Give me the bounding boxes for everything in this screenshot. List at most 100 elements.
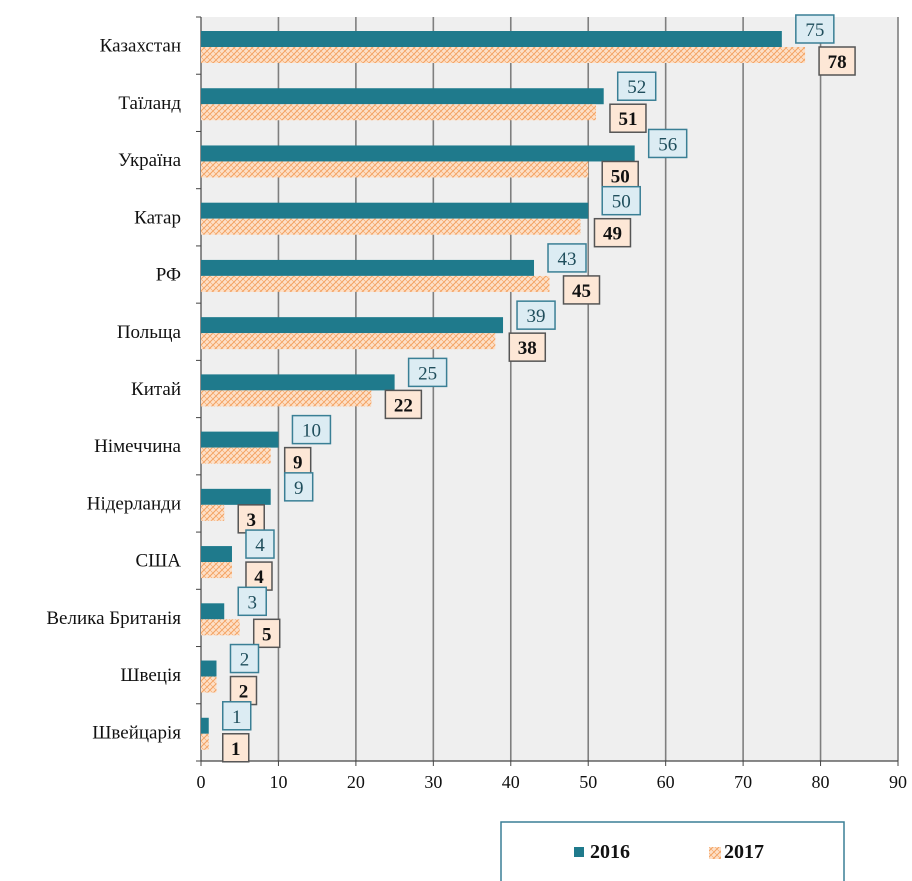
x-tick-label: 0 [197, 772, 206, 792]
data-label-2016-text: 9 [294, 478, 304, 499]
x-tick-label: 10 [269, 772, 287, 792]
category-label: Таїланд [118, 93, 181, 114]
bar-2016 [201, 374, 395, 391]
data-label-2017-text: 38 [518, 338, 537, 359]
data-label-2016-text: 3 [247, 592, 257, 613]
data-label-2016: 56 [647, 128, 688, 159]
bar-2017 [201, 333, 496, 350]
data-label-2017: 49 [593, 217, 632, 248]
x-tick-label: 40 [502, 772, 520, 792]
bar-2016 [201, 717, 209, 734]
data-label-2017: 78 [818, 46, 856, 76]
bar-2017 [201, 390, 372, 407]
data-label-2017: 22 [384, 389, 423, 420]
data-label-2016: 2 [229, 643, 260, 674]
bar-2017 [201, 619, 240, 636]
x-tick-label: 30 [424, 772, 442, 792]
data-label-2017: 9 [283, 446, 312, 477]
data-label-2017-text: 22 [394, 395, 413, 416]
data-label-2016: 1 [221, 701, 252, 731]
category-label: Швейцарія [92, 722, 181, 743]
bar-2016 [201, 488, 271, 505]
x-tick-label: 90 [889, 772, 907, 792]
data-label-2016-text: 39 [527, 306, 546, 327]
data-label-2016: 43 [547, 243, 587, 273]
category-label: Нідерланди [87, 493, 181, 514]
bar-2017 [201, 161, 589, 178]
bar-2016 [201, 660, 217, 677]
bar-2016 [201, 259, 535, 276]
data-label-2017-text: 1 [231, 739, 241, 760]
bar-2016 [201, 317, 504, 334]
category-label: Китай [131, 379, 181, 400]
bar-2017 [201, 562, 232, 579]
data-label-2017: 51 [609, 103, 647, 133]
x-tick-label: 70 [734, 772, 752, 792]
data-label-2017-text: 5 [262, 624, 272, 645]
data-label-2016-text: 56 [658, 134, 677, 155]
bar-2017 [201, 733, 209, 750]
data-label-2016: 50 [601, 185, 641, 216]
data-label-2017: 50 [601, 160, 639, 191]
data-label-2016-text: 10 [302, 421, 321, 442]
bar-2016 [201, 202, 589, 219]
data-label-2017: 45 [562, 275, 601, 305]
bar-2017 [201, 47, 806, 63]
category-label: Україна [118, 150, 181, 171]
bar-2016 [201, 603, 225, 620]
data-label-2017-text: 49 [603, 224, 622, 245]
data-label-2017-text: 78 [828, 52, 847, 73]
legend-label-2017: 2017 [724, 841, 764, 863]
data-label-2016-text: 52 [627, 77, 646, 98]
x-tick-label: 50 [579, 772, 597, 792]
data-label-2017: 38 [508, 332, 547, 362]
data-label-2016: 10 [291, 414, 332, 445]
data-label-2017: 2 [229, 675, 258, 706]
bar-2017 [201, 504, 225, 521]
data-label-2016: 52 [616, 71, 657, 101]
data-label-2016-text: 50 [612, 192, 631, 213]
category-label: Велика Британія [46, 608, 181, 629]
bar-2017 [201, 275, 550, 292]
data-label-2016-text: 75 [805, 20, 824, 41]
data-label-2017-text: 4 [254, 567, 264, 588]
data-label-2017-text: 45 [572, 281, 591, 302]
data-label-2016: 39 [516, 300, 556, 330]
data-label-2016: 25 [407, 357, 448, 388]
category-label: РФ [156, 265, 181, 286]
legend-swatch-2017 [709, 847, 721, 859]
data-label-2016-text: 1 [232, 707, 242, 728]
legend-swatch-2016 [574, 847, 584, 857]
legend-label-2016: 2016 [590, 841, 630, 863]
category-label: США [135, 551, 181, 572]
bar-2016 [201, 546, 232, 563]
data-label-2017-text: 9 [293, 453, 303, 474]
bar-2016 [201, 31, 782, 47]
bar-2017 [201, 104, 596, 121]
data-label-2017-text: 3 [246, 510, 256, 531]
data-label-2016: 75 [795, 14, 835, 44]
data-label-2016-text: 2 [240, 650, 250, 671]
bar-2016 [201, 145, 635, 162]
category-label: Катар [134, 207, 181, 228]
data-label-2017-text: 50 [611, 166, 630, 187]
x-tick-label: 60 [657, 772, 675, 792]
data-label-2017: 1 [221, 733, 250, 763]
data-label-2017-text: 2 [239, 682, 249, 703]
data-label-2016-text: 25 [418, 363, 437, 384]
category-label: Польща [117, 322, 182, 343]
category-label: Казахстан [100, 36, 181, 57]
data-label-2017: 5 [252, 618, 281, 649]
data-label-2016: 4 [245, 529, 275, 559]
data-label-2016-text: 43 [558, 249, 577, 270]
category-label: Німеччина [94, 436, 181, 457]
bar-2016 [201, 431, 279, 448]
legend: 2016 2017 [500, 821, 845, 881]
legend-box [500, 821, 845, 881]
bar-2017 [201, 447, 271, 464]
x-tick-label: 80 [812, 772, 830, 792]
bar-2016 [201, 88, 604, 105]
x-tick-label: 20 [347, 772, 365, 792]
